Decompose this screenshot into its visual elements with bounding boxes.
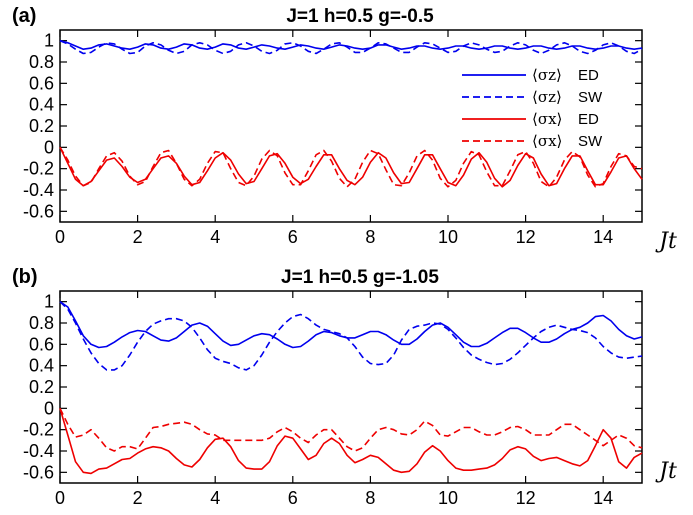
series-line-b-3 <box>59 407 643 452</box>
y-tick-label: 1 <box>44 292 54 312</box>
chart-title-b: J=1 h=0.5 g=-1.05 <box>281 267 439 288</box>
chart-title-a: J=1 h=0.5 g=-0.5 <box>286 6 434 27</box>
x-tick-label: 6 <box>288 227 298 247</box>
series-line-a-3 <box>59 146 643 188</box>
series-line-a-1 <box>59 39 643 55</box>
x-tick-label: 2 <box>133 488 143 508</box>
x-tick-label: 8 <box>365 227 375 247</box>
series-layer-b <box>59 301 643 475</box>
y-tick-label: 0.8 <box>29 52 54 72</box>
legend-math-sz-ed: ⟨σz⟩ <box>532 66 562 84</box>
y-tick-label: 0.6 <box>29 73 54 93</box>
tick-layer-b: 0 2 4 6 8 10 12 14-0.6-0.4-0.200.20.40.60.81 <box>23 291 642 508</box>
panel-label-a: (a) <box>12 5 36 27</box>
series-line-a-0 <box>59 39 643 51</box>
x-tick-label: 0 <box>55 227 65 247</box>
legend-name-sz-sw: SW <box>578 89 603 106</box>
x-tick-label: 4 <box>210 227 220 247</box>
x-tick-label: 12 <box>516 227 536 247</box>
x-tick-label: 8 <box>365 488 375 508</box>
series-line-b-2 <box>59 408 643 475</box>
series-line-b-1 <box>59 301 643 371</box>
legend: ⟨σz⟩ ED ⟨σz⟩ SW ⟨σx⟩ ED ⟨σx⟩ SW <box>462 66 603 150</box>
x-tick-label: 14 <box>593 227 613 247</box>
x-tick-label: 14 <box>593 488 613 508</box>
panel-b: (b) J=1 h=0.5 g=-1.05 0 2 4 6 8 10 12 14-0.6-0.… <box>12 266 677 508</box>
series-line-b-0 <box>59 301 643 349</box>
x-tick-label: 2 <box>133 227 143 247</box>
x-axis-label-a: Jt <box>655 229 677 254</box>
x-tick-label: 12 <box>516 488 536 508</box>
y-tick-label: 0 <box>44 398 54 418</box>
x-tick-label: 4 <box>210 488 220 508</box>
y-tick-label: 0.8 <box>29 313 54 333</box>
legend-math-sz-sw: ⟨σz⟩ <box>532 88 562 106</box>
y-tick-label: 0.4 <box>29 356 54 376</box>
y-tick-label: 0.4 <box>29 95 54 115</box>
y-tick-label: 1 <box>44 31 54 51</box>
x-tick-label: 6 <box>288 488 298 508</box>
x-tick-label: 10 <box>438 488 458 508</box>
y-tick-label: -0.4 <box>23 441 54 461</box>
legend-math-sx-sw: ⟨σx⟩ <box>532 132 562 150</box>
y-tick-label: 0.6 <box>29 334 54 354</box>
y-tick-label: -0.6 <box>23 462 54 482</box>
panel-a: (a) J=1 h=0.5 g=-0.5 0 2 4 6 8 10 12 14-0.6-0.4… <box>12 5 677 254</box>
series-layer-a <box>59 39 643 188</box>
y-tick-label: 0.2 <box>29 377 54 397</box>
legend-math-sx-ed: ⟨σx⟩ <box>532 110 562 128</box>
x-tick-label: 10 <box>438 227 458 247</box>
y-tick-label: -0.2 <box>23 420 54 440</box>
legend-name-sx-sw: SW <box>578 133 603 150</box>
x-tick-label: 0 <box>55 488 65 508</box>
plot-frame-b <box>59 290 643 484</box>
legend-name-sz-ed: ED <box>578 67 599 84</box>
y-tick-label: -0.6 <box>23 201 54 221</box>
legend-name-sx-ed: ED <box>578 111 599 128</box>
x-axis-label-b: Jt <box>655 459 677 484</box>
series-line-a-2 <box>59 146 643 188</box>
y-tick-label: 0 <box>44 137 54 157</box>
tick-layer-a: 0 2 4 6 8 10 12 14-0.6-0.4-0.200.20.40.60.81 <box>23 30 642 247</box>
panel-label-b: (b) <box>12 266 38 288</box>
y-tick-label: -0.4 <box>23 180 54 200</box>
y-tick-label: -0.2 <box>23 159 54 179</box>
y-tick-label: 0.2 <box>29 116 54 136</box>
